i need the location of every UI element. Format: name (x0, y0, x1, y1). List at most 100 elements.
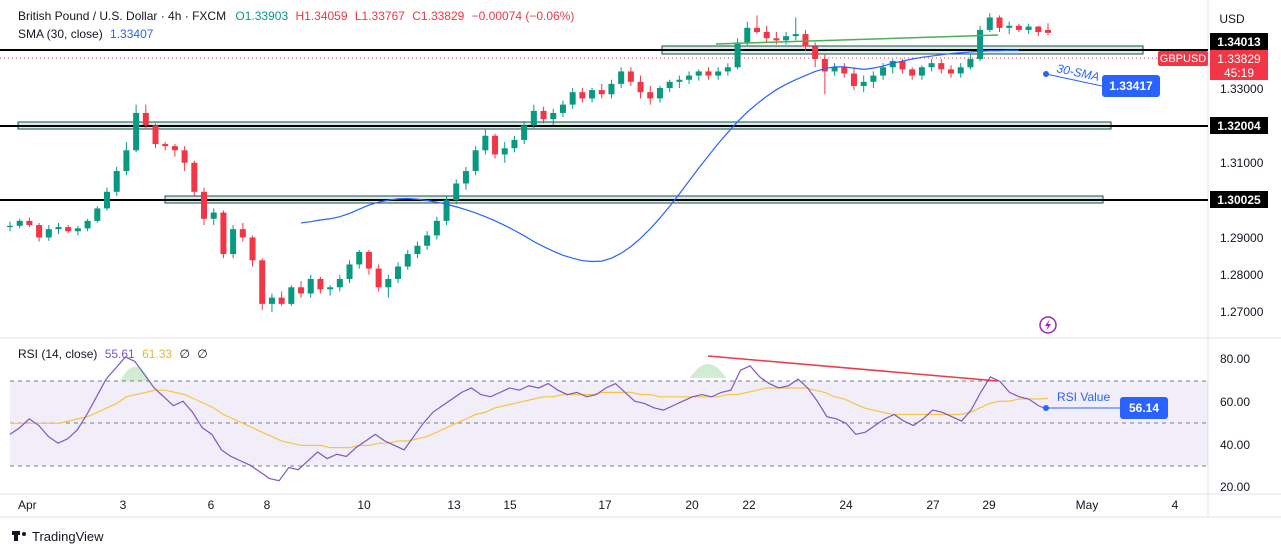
candle (676, 75, 683, 89)
candle (16, 218, 23, 229)
candle-body (792, 34, 799, 37)
ohlc-close: C1.33829 (412, 9, 464, 23)
candle-body (996, 17, 1003, 28)
candle-body (802, 34, 809, 47)
rsi-peak-shade (690, 364, 726, 378)
candle (977, 25, 984, 62)
price-tick: 1.27000 (1220, 305, 1264, 319)
candle-body (356, 251, 363, 265)
candle-body (909, 69, 916, 76)
candle (104, 187, 111, 211)
rsi-axis[interactable]: 80.00 60.00 40.00 20.00 (1220, 352, 1250, 494)
brand-name: TradingView (32, 529, 104, 544)
candle-body (627, 71, 634, 82)
rsi-tick: 80.00 (1220, 352, 1250, 366)
candle-body (84, 220, 91, 229)
candle (404, 249, 411, 270)
legend-rsi[interactable]: RSI (14, close) 55.61 61.33 ∅ ∅ (18, 347, 208, 361)
candle (278, 291, 285, 306)
tv-logo-icon (12, 531, 20, 535)
candle (65, 225, 72, 234)
candle-body (812, 46, 819, 59)
candle (1044, 23, 1052, 36)
ohlc-low: L1.33767 (355, 9, 405, 23)
candle (298, 281, 305, 298)
rsi-ma-line[interactable] (10, 387, 1049, 449)
candle (589, 88, 596, 103)
candle-body (773, 38, 780, 41)
candle (715, 67, 722, 80)
candle-body (637, 81, 644, 93)
candle-body (783, 36, 790, 41)
candle (957, 63, 964, 78)
candle-body (521, 125, 528, 140)
rsi-tick: 20.00 (1220, 480, 1250, 494)
candle-body (656, 88, 663, 99)
candle (918, 65, 925, 80)
time-label: 4 (1172, 498, 1179, 512)
candle-body (268, 297, 275, 304)
candle (724, 63, 731, 76)
candle (695, 69, 702, 81)
legend-main[interactable]: British Pound / U.S. Dollar · 4h · FXCM … (18, 9, 574, 23)
sma-value-box[interactable] (1102, 75, 1160, 97)
candle-body (171, 146, 178, 151)
currency-label[interactable]: USD (1219, 12, 1245, 26)
rsi-legend-extra2: ∅ (197, 347, 207, 361)
candle-body (899, 61, 906, 70)
candle-body (288, 287, 295, 304)
candle-body (686, 75, 693, 80)
legend-sma[interactable]: SMA (30, close) 1.33407 (18, 27, 154, 41)
candle (239, 222, 246, 242)
candle-body (550, 112, 557, 120)
candle (482, 129, 489, 155)
time-axis[interactable]: Apr 3 6 8 10 13 15 17 20 22 24 27 29 May… (18, 498, 1179, 512)
candle (462, 166, 469, 190)
price-tick: 1.29000 (1220, 231, 1264, 245)
rsi-value-box[interactable] (1120, 397, 1168, 419)
candle (133, 104, 140, 153)
time-label: 15 (503, 498, 517, 512)
rsi-divergence-trendline[interactable] (707, 355, 999, 382)
candle (433, 216, 440, 240)
candle (1006, 21, 1013, 35)
time-label: 20 (685, 498, 699, 512)
symbol-title: British Pound / U.S. Dollar · 4h · FXCM (18, 9, 226, 23)
higher-high-trendline[interactable] (715, 34, 999, 45)
rsi-legend-extra1: ∅ (179, 347, 189, 361)
candle (550, 108, 557, 126)
level-tag-2 (1210, 117, 1268, 134)
candle-body (724, 67, 731, 72)
time-label: 8 (264, 498, 271, 512)
tradingview-logo[interactable]: TradingView (12, 529, 104, 544)
candle (928, 58, 935, 72)
candle (909, 67, 916, 80)
sma-line[interactable] (300, 49, 1019, 263)
lightning-icon[interactable] (1039, 316, 1057, 334)
rsi-band (10, 381, 1208, 466)
candle-body (443, 200, 450, 221)
symbol-tag[interactable] (1158, 51, 1208, 66)
rsi-line[interactable] (9, 356, 1049, 482)
candle (753, 15, 760, 35)
time-label: 24 (839, 498, 853, 512)
candle-body (589, 90, 596, 99)
candle (666, 79, 673, 93)
price-axis[interactable]: 1.33000 1.31000 1.29000 1.28000 1.27000 (1220, 82, 1264, 319)
time-label: 27 (926, 498, 940, 512)
candle (443, 195, 450, 226)
candle-body (1025, 26, 1032, 30)
candle-body (501, 148, 508, 155)
candle-body (259, 260, 266, 304)
candle (608, 79, 615, 99)
candle-body (433, 220, 440, 236)
candle (637, 75, 644, 99)
candle-body (608, 83, 615, 95)
candle-body (1044, 29, 1052, 33)
candle (385, 274, 392, 298)
sma-annotation-connector (1045, 73, 1103, 87)
candle (327, 285, 334, 296)
candle (850, 67, 857, 91)
